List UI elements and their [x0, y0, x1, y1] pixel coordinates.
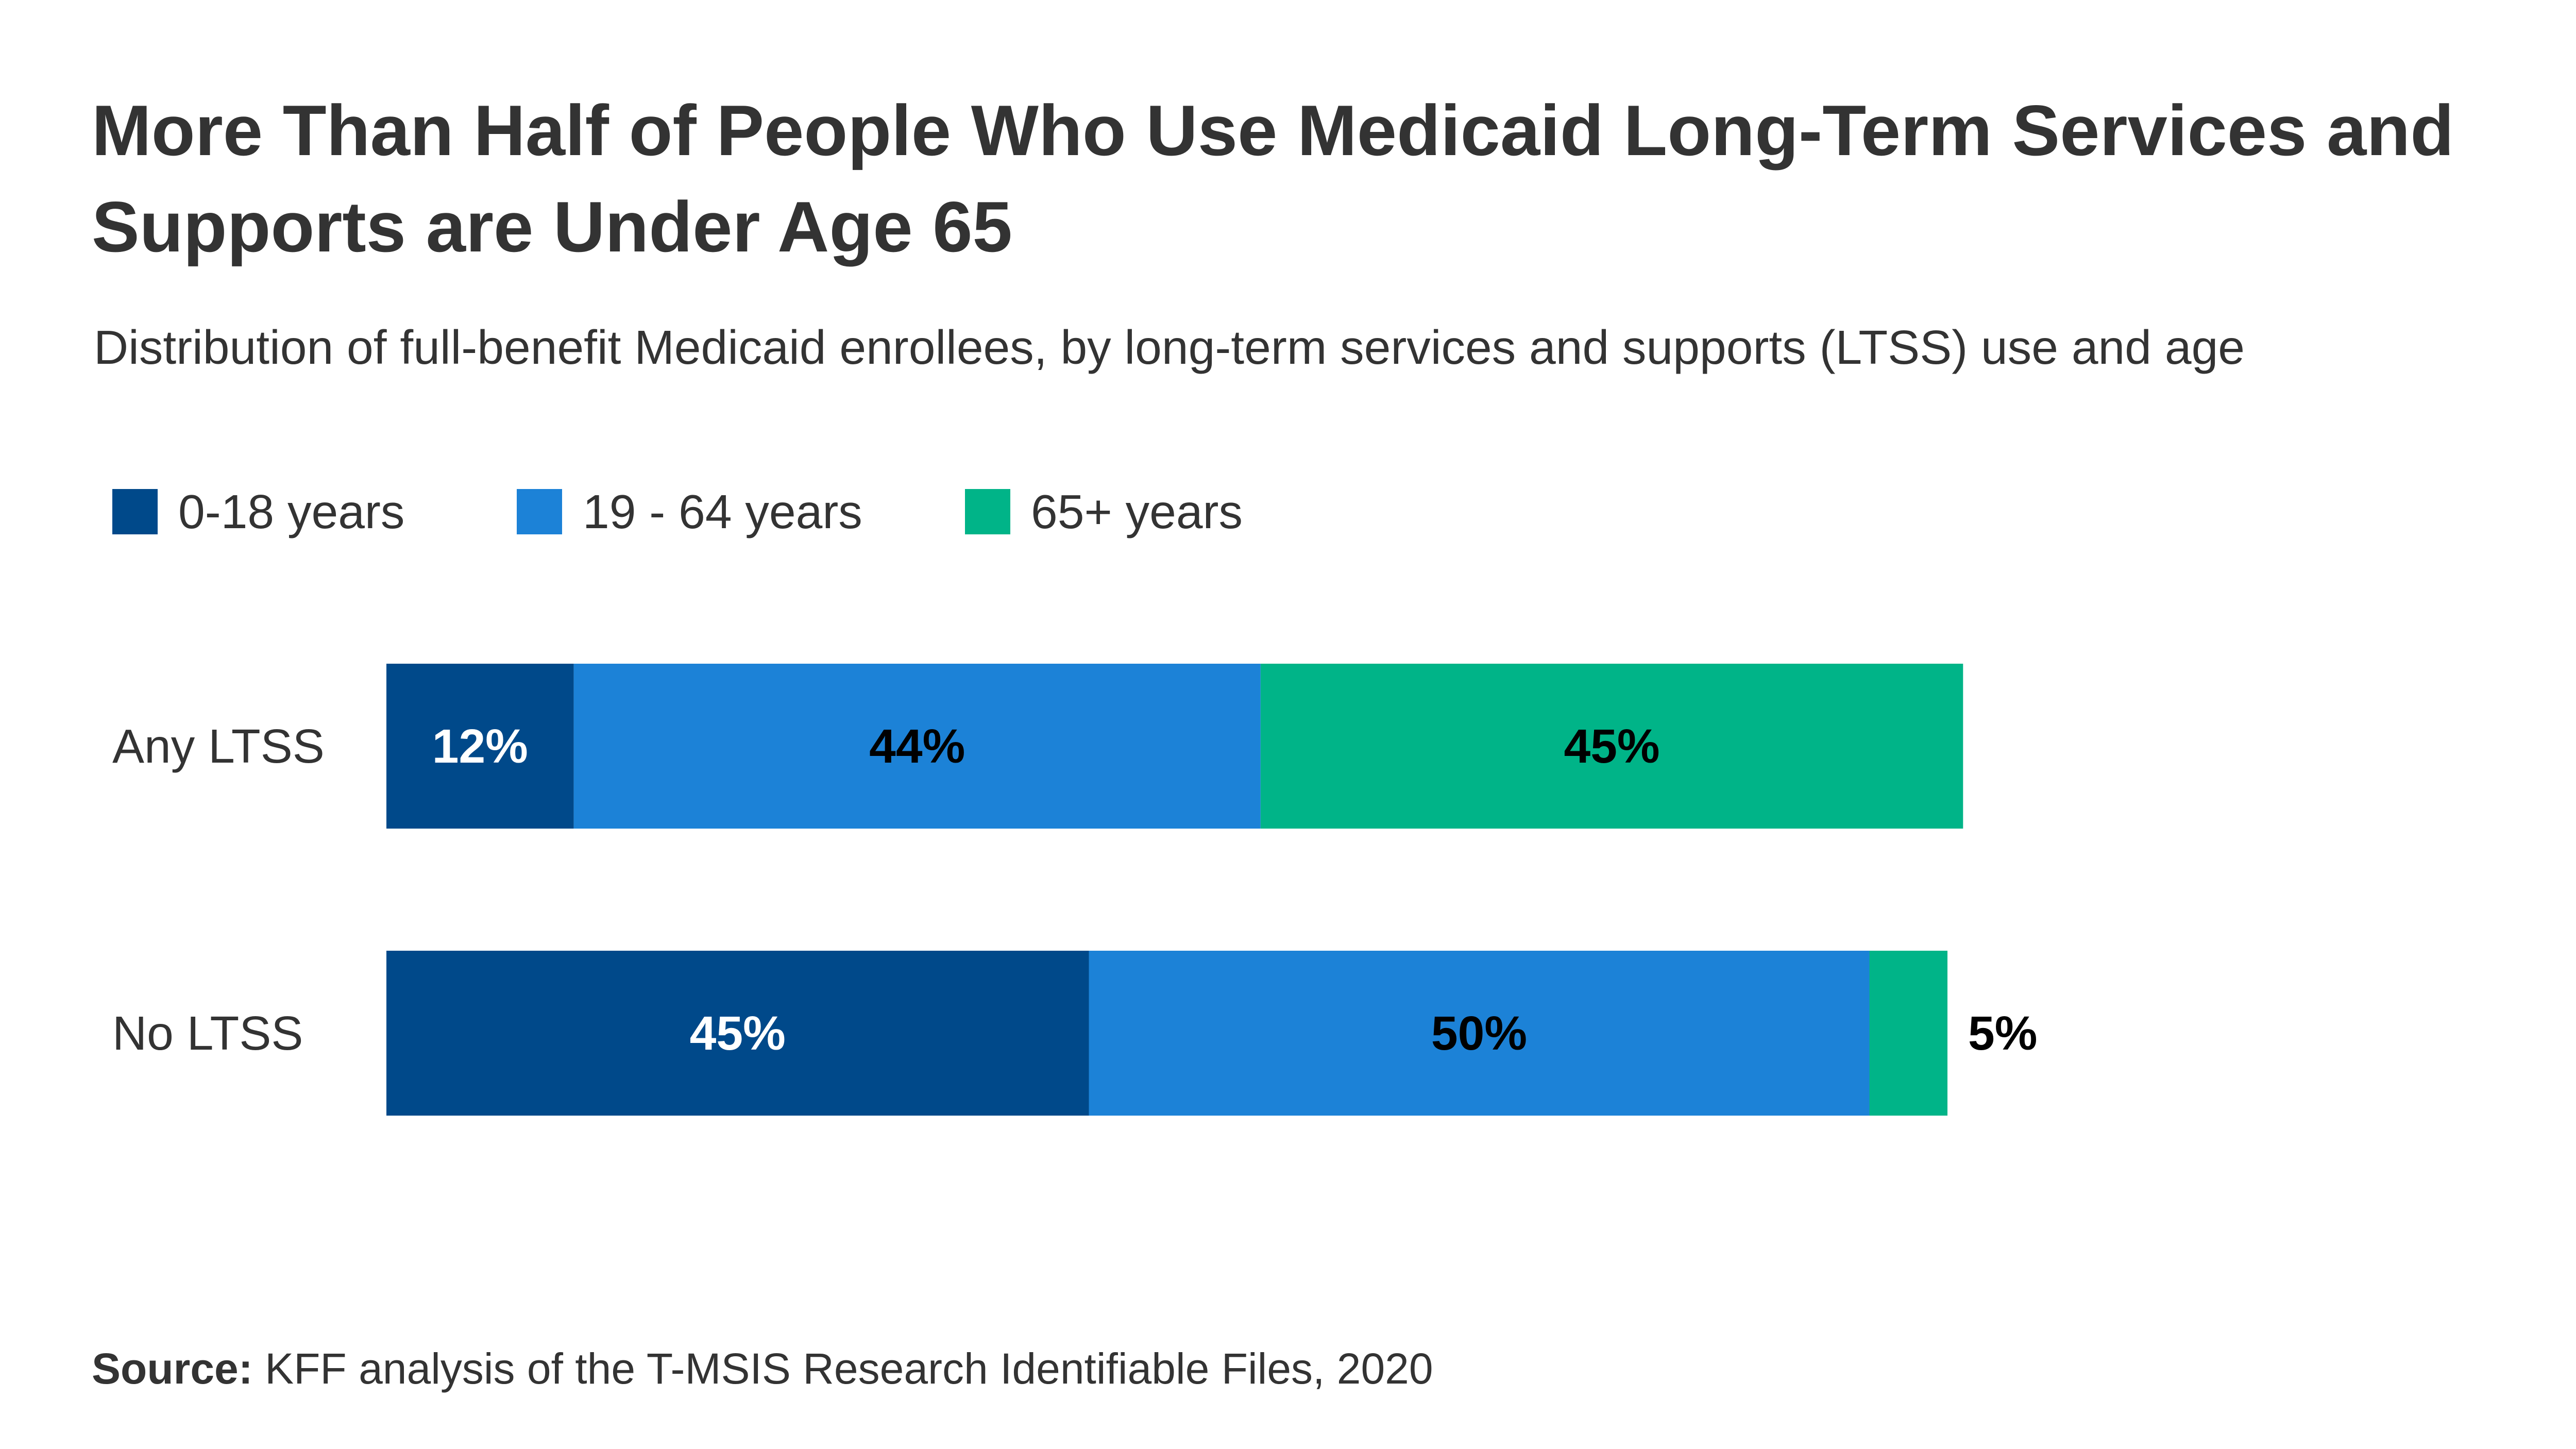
data-label-no-ltss-0-18: 45%: [690, 1006, 786, 1060]
bar-segment-any-ltss-19-64: [573, 664, 1261, 829]
data-label-any-ltss-19-64: 44%: [869, 719, 965, 773]
bar-segment-no-ltss-0-18: [386, 951, 1089, 1116]
data-label-no-ltss-65-plus: 5%: [1968, 1006, 2037, 1060]
data-label-any-ltss-0-18: 12%: [432, 719, 528, 773]
chart-subtitle: Distribution of full-benefit Medicaid en…: [94, 321, 2245, 374]
bar-segment-no-ltss-65-plus: [1869, 951, 1947, 1116]
bar-segment-any-ltss-0-18: [386, 664, 574, 829]
bar-segment-no-ltss-19-64: [1089, 951, 1870, 1116]
chart-source: Source: KFF analysis of the T-MSIS Resea…: [92, 1340, 1433, 1397]
category-label-no-ltss: No LTSS: [112, 1006, 303, 1060]
chart-title: More Than Half of People Who Use Medicai…: [92, 91, 2454, 267]
category-label-any-ltss: Any LTSS: [112, 719, 325, 773]
source-text: KFF analysis of the T-MSIS Research Iden…: [252, 1344, 1433, 1393]
data-label-no-ltss-19-64: 50%: [1431, 1006, 1527, 1060]
data-label-any-ltss-65-plus: 45%: [1564, 719, 1659, 773]
source-prefix: Source:: [92, 1344, 253, 1393]
bar-segment-any-ltss-65-plus: [1260, 664, 1963, 829]
